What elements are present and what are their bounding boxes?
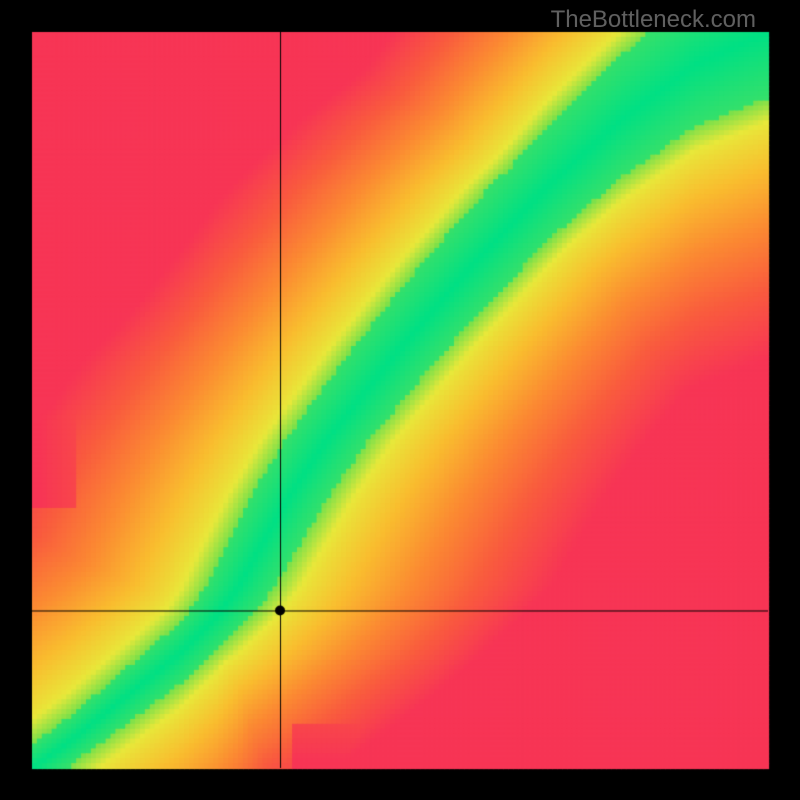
chart-container: TheBottleneck.com <box>0 0 800 800</box>
watermark-label: TheBottleneck.com <box>551 6 756 34</box>
bottleneck-heatmap <box>0 0 800 800</box>
